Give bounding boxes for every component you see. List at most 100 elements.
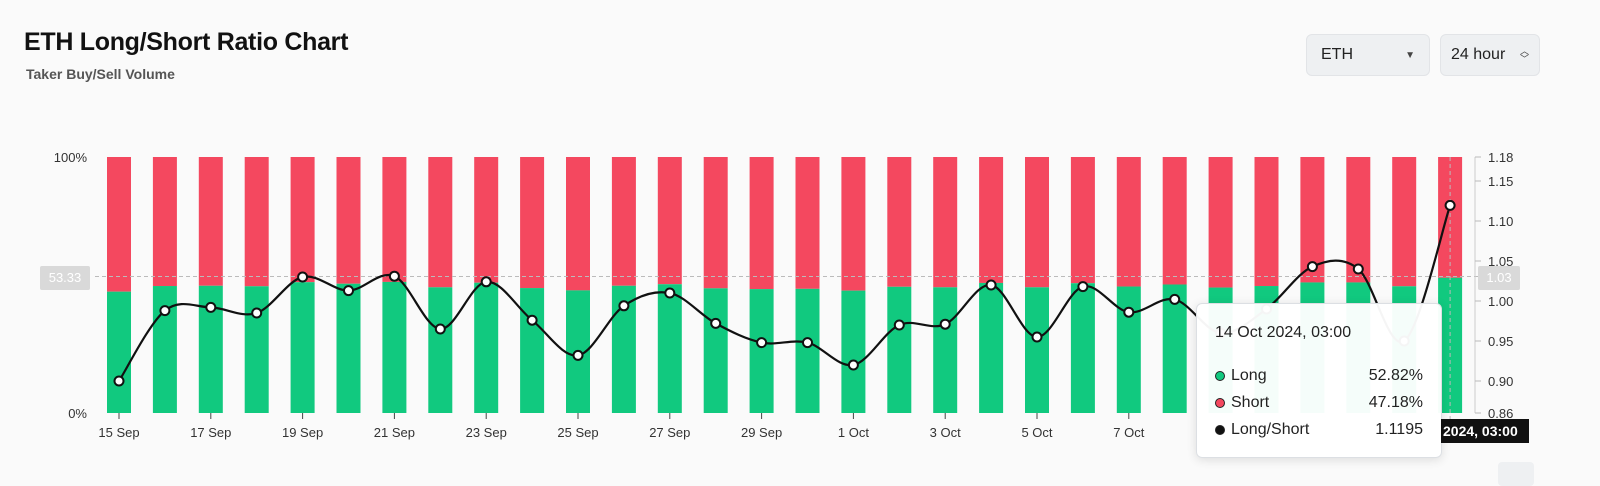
ratio-point[interactable]: [664, 287, 676, 299]
long-bar[interactable]: [428, 287, 453, 413]
short-bar[interactable]: [887, 157, 912, 287]
short-bar[interactable]: [336, 157, 361, 284]
short-bar[interactable]: [1438, 157, 1463, 278]
long-bar[interactable]: [290, 282, 315, 413]
long-bar[interactable]: [979, 282, 1004, 413]
ratio-point[interactable]: [159, 305, 171, 317]
right-tick-label: 1.00: [1488, 294, 1513, 309]
short-bar[interactable]: [428, 157, 453, 288]
tooltip-value: 1.1195: [1375, 420, 1423, 438]
short-bar[interactable]: [933, 157, 958, 288]
x-tick-label: 5 Oct: [1021, 425, 1052, 440]
ratio-point[interactable]: [1169, 293, 1181, 305]
short-bar[interactable]: [520, 157, 545, 289]
long-bar[interactable]: [703, 288, 728, 413]
ratio-point[interactable]: [205, 301, 217, 313]
ratio-point[interactable]: [526, 314, 538, 326]
short-bar[interactable]: [474, 157, 499, 283]
chart-tooltip: 14 Oct 2024, 03:00 Long 52.82% Short 47.…: [1196, 303, 1442, 458]
ratio-point[interactable]: [297, 271, 309, 283]
long-bar[interactable]: [933, 287, 958, 413]
short-bar[interactable]: [1254, 157, 1279, 287]
tooltip-row-ratio: Long/Short 1.1195: [1215, 416, 1423, 443]
long-bar[interactable]: [336, 283, 361, 413]
ratio-point[interactable]: [618, 300, 630, 312]
long-bar[interactable]: [795, 288, 820, 413]
ratio-point[interactable]: [985, 279, 997, 291]
short-bar[interactable]: [290, 157, 315, 283]
right-tick-label: 0.95: [1488, 334, 1513, 349]
long-bar[interactable]: [474, 282, 499, 413]
tooltip-date: 14 Oct 2024, 03:00: [1215, 324, 1352, 341]
ratio-point[interactable]: [1123, 306, 1135, 318]
ratio-point[interactable]: [893, 319, 905, 331]
short-bar[interactable]: [795, 157, 820, 289]
long-bar[interactable]: [1116, 286, 1141, 413]
left-axis: 100% 0%: [54, 150, 88, 421]
long-bar[interactable]: [887, 286, 912, 413]
short-bar[interactable]: [611, 157, 636, 286]
long-bar[interactable]: [1162, 284, 1187, 413]
long-bar[interactable]: [382, 281, 407, 413]
long-dot-icon: [1215, 370, 1225, 381]
ratio-point[interactable]: [1031, 331, 1043, 343]
short-bar[interactable]: [382, 157, 407, 282]
x-tick-label: 25 Sep: [557, 425, 598, 440]
ratio-point[interactable]: [756, 337, 768, 349]
long-bar[interactable]: [244, 286, 269, 413]
interval-select-value: 24 hour: [1451, 46, 1506, 63]
x-tick-label: 15 Sep: [98, 425, 139, 440]
short-bar[interactable]: [198, 157, 223, 286]
interval-select[interactable]: 24 hour ︿ ﹀: [1440, 34, 1540, 76]
x-tick-label: 1 Oct: [838, 425, 869, 440]
short-bar[interactable]: [703, 157, 728, 289]
long-bar[interactable]: [841, 290, 866, 413]
ratio-point[interactable]: [847, 359, 859, 371]
short-bar[interactable]: [1025, 157, 1049, 288]
short-bar[interactable]: [1346, 157, 1371, 283]
short-bar[interactable]: [841, 157, 866, 291]
short-bar[interactable]: [566, 157, 590, 291]
ratio-point[interactable]: [434, 323, 446, 335]
ratio-point[interactable]: [1077, 281, 1089, 293]
tooltip-value: 52.82%: [1368, 366, 1423, 384]
short-bar[interactable]: [107, 157, 131, 292]
ratio-point[interactable]: [1352, 263, 1364, 275]
long-bar[interactable]: [1070, 283, 1095, 413]
short-bar[interactable]: [1208, 157, 1233, 288]
ratio-point[interactable]: [1444, 199, 1456, 211]
long-bar[interactable]: [749, 289, 774, 413]
x-tick-label: 19 Sep: [282, 425, 323, 440]
short-bar[interactable]: [1392, 157, 1417, 287]
tooltip-label: Long: [1231, 366, 1267, 384]
symbol-select[interactable]: ETH ▼: [1306, 34, 1430, 76]
short-bar[interactable]: [152, 157, 177, 287]
long-bar[interactable]: [107, 291, 131, 413]
long-bar[interactable]: [520, 288, 545, 413]
long-bar[interactable]: [657, 284, 682, 413]
ratio-point[interactable]: [113, 375, 125, 387]
short-bar[interactable]: [1070, 157, 1095, 284]
ratio-point[interactable]: [939, 318, 951, 330]
ratio-point[interactable]: [343, 285, 354, 297]
corner-button[interactable]: [1498, 462, 1534, 486]
short-bar[interactable]: [657, 157, 682, 285]
ratio-point[interactable]: [251, 307, 263, 319]
ratio-point[interactable]: [802, 337, 813, 349]
tooltip-row-short: Short 47.18%: [1215, 389, 1423, 416]
long-bar[interactable]: [1025, 287, 1049, 413]
x-tick-label: 7 Oct: [1113, 425, 1144, 440]
short-bar[interactable]: [749, 157, 774, 290]
tooltip-label: Short: [1231, 393, 1270, 411]
short-bar[interactable]: [1162, 157, 1187, 285]
ratio-point[interactable]: [388, 270, 400, 282]
short-bar[interactable]: [1116, 157, 1141, 287]
page-subtitle: Taker Buy/Sell Volume: [26, 66, 175, 82]
left-tick-label: 0%: [68, 406, 87, 421]
ratio-point[interactable]: [1306, 261, 1318, 273]
ratio-point[interactable]: [710, 317, 722, 329]
ratio-point[interactable]: [480, 276, 492, 288]
short-bar[interactable]: [979, 157, 1004, 283]
short-bar[interactable]: [244, 157, 269, 287]
ratio-point[interactable]: [572, 349, 584, 361]
